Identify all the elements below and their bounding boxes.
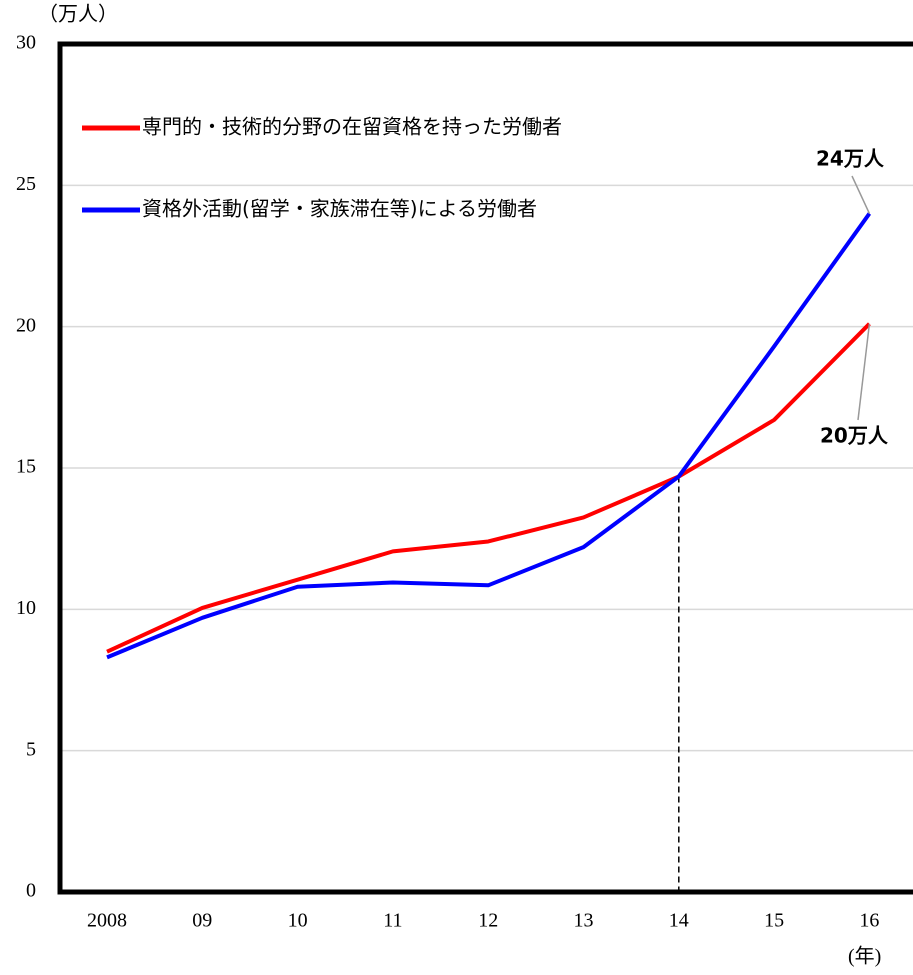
leader-line: [857, 323, 871, 421]
y-tick-label: 5: [26, 738, 36, 760]
y-tick-label: 15: [16, 456, 36, 478]
y-tick-label: 10: [16, 597, 36, 619]
series-line: [106, 212, 872, 660]
plot-frame: [57, 41, 913, 895]
x-axis-label: (年): [848, 945, 881, 968]
x-tick-label: 14: [669, 910, 689, 932]
y-axis-label: （万人）: [38, 3, 118, 26]
y-tick-label: 30: [16, 32, 36, 54]
y-tick-label: 0: [26, 880, 36, 902]
x-tick-label: 16: [859, 910, 879, 932]
legend-label: 資格外活動(留学・家族滞在等)による労働者: [142, 197, 537, 221]
leader-line: [851, 175, 871, 214]
x-tick-label: 2008: [87, 910, 127, 932]
annotation: 24万人: [816, 147, 885, 171]
x-tick-label: 10: [288, 910, 308, 932]
series-line: [106, 322, 871, 654]
x-tick-label: 12: [478, 910, 498, 932]
x-tick-label: 15: [764, 910, 784, 932]
y-tick-label: 25: [16, 173, 36, 195]
y-tick-label: 20: [16, 314, 36, 336]
x-tick-label: 11: [383, 910, 402, 932]
annotation: 20万人: [820, 424, 889, 448]
x-tick-label: 13: [574, 910, 594, 932]
x-tick-label: 09: [192, 910, 212, 932]
legend-label: 専門的・技術的分野の在留資格を持った労働者: [142, 115, 562, 139]
